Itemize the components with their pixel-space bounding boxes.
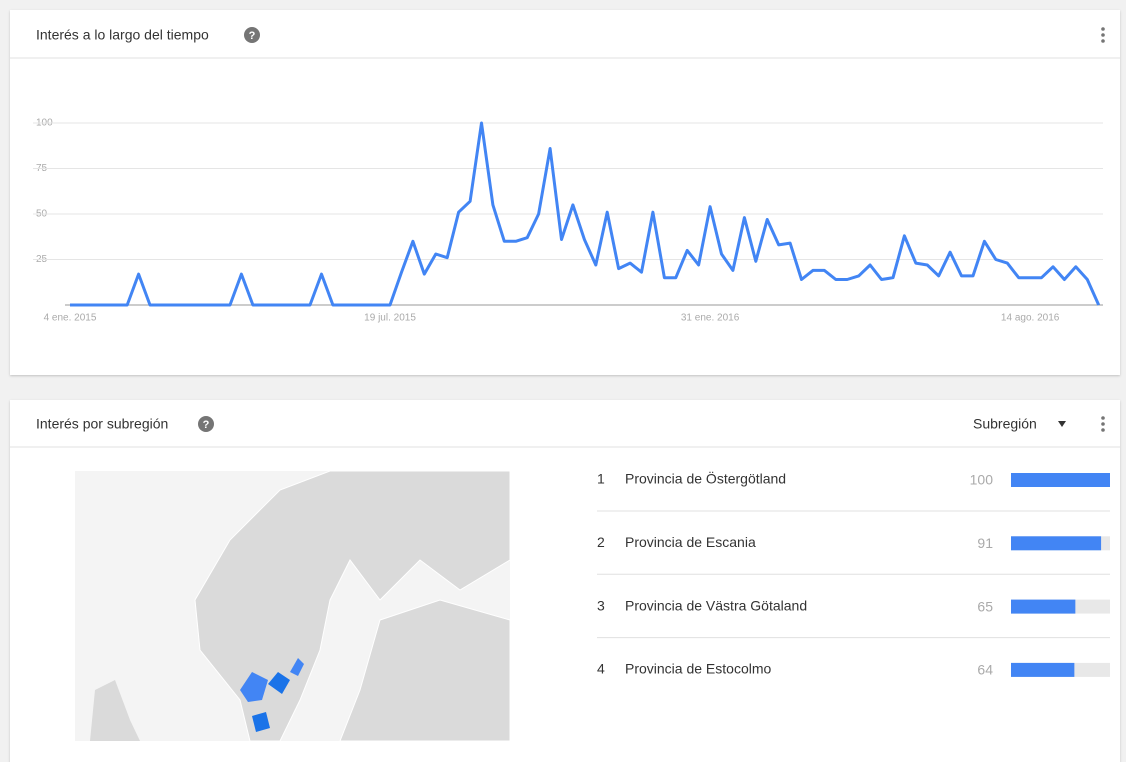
help-icon[interactable]: ?: [244, 27, 260, 43]
svg-text:?: ?: [203, 419, 210, 431]
bar: [1011, 599, 1076, 614]
x-tick-label: 31 ene. 2016: [681, 313, 740, 324]
help-icon[interactable]: ?: [198, 416, 214, 432]
bar: [1011, 473, 1110, 487]
value-label: 65: [977, 598, 993, 614]
dropdown[interactable]: Subregión: [973, 416, 1066, 432]
map[interactable]: [75, 470, 511, 742]
card-title: Interés a lo largo del tiempo: [36, 27, 209, 43]
x-tick-label: 14 ago. 2016: [1001, 313, 1060, 324]
menu-icon[interactable]: [1101, 416, 1105, 432]
rank: 2: [597, 534, 605, 550]
value-label: 91: [977, 535, 993, 551]
value-label: 100: [970, 472, 994, 488]
bar: [1011, 662, 1075, 677]
trend-line: [70, 121, 1101, 307]
rank: 1: [597, 471, 605, 487]
svg-text:?: ?: [249, 30, 256, 42]
region-name: Provincia de Östergötland: [625, 470, 786, 487]
region-name: Provincia de Västra Götaland: [625, 597, 807, 613]
x-tick-label: 19 jul. 2015: [364, 313, 416, 324]
dropdown-label[interactable]: Subregión: [973, 416, 1037, 432]
region-list: 1 Provincia de Östergötland 100 2 Provincia …: [597, 470, 1110, 678]
time-card: [10, 10, 1120, 375]
rank: 3: [597, 597, 605, 613]
card-title: Interés por subregión: [36, 416, 168, 432]
menu-icon[interactable]: [1101, 27, 1105, 43]
rank: 4: [597, 661, 605, 677]
region-name: Provincia de Estocolmo: [625, 661, 772, 677]
x-tick-label: 4 ene. 2015: [44, 313, 97, 324]
value-label: 64: [977, 662, 993, 678]
region-name: Provincia de Escania: [625, 534, 756, 550]
bar: [1011, 536, 1102, 551]
